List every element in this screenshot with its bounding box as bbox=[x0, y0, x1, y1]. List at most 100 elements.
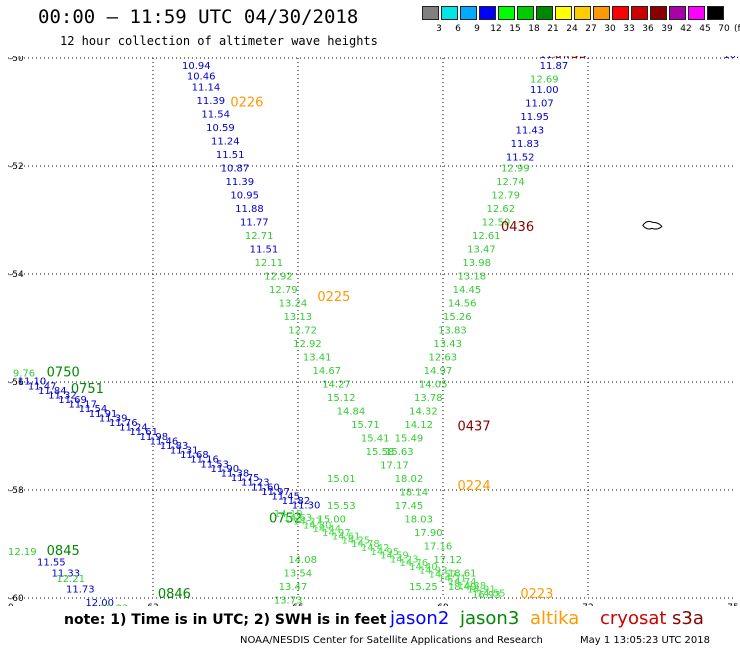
scale-swatch bbox=[688, 6, 705, 20]
wave-value: 12.69 bbox=[530, 74, 559, 85]
pass-time-label: 0436 bbox=[501, 220, 534, 235]
wave-value-track: 11.54 bbox=[79, 404, 108, 415]
wave-value-track: 11.83 bbox=[160, 441, 189, 452]
wave-value: 18.02 bbox=[395, 474, 424, 485]
wave-value: 11.52 bbox=[506, 153, 535, 164]
wave-value: 14.12 bbox=[404, 420, 433, 431]
wave-value: 17.12 bbox=[433, 555, 462, 566]
wave-value-track: 11.69 bbox=[58, 395, 87, 406]
wave-value: 11.43 bbox=[516, 126, 545, 137]
wave-value: 11.97 bbox=[540, 56, 569, 61]
pass-time-label: 0223 bbox=[520, 587, 553, 602]
wave-value-track: 14.55 bbox=[477, 588, 506, 599]
wave-value: 15.63 bbox=[385, 447, 414, 458]
wave-value: 13.41 bbox=[303, 352, 332, 363]
wave-value: 10. bbox=[723, 56, 738, 61]
wave-value-track: 14.23 bbox=[390, 554, 419, 565]
wave-value-track: 11.98 bbox=[139, 432, 168, 443]
wave-value: 13.83 bbox=[438, 325, 467, 336]
wave-value-track: 14.91 bbox=[467, 585, 496, 596]
wave-value: 13.13 bbox=[284, 312, 313, 323]
lat-tick-label: -50 bbox=[9, 56, 24, 64]
wave-value: 12.99 bbox=[501, 163, 530, 174]
wave-value: 12.61 bbox=[472, 231, 501, 242]
scale-label: 6 bbox=[455, 24, 461, 34]
wave-value: 13.73 bbox=[274, 595, 303, 606]
wave-value-track: 14.74 bbox=[448, 577, 477, 588]
scale-label: 30 bbox=[604, 24, 616, 34]
wave-value: 12.92 bbox=[293, 339, 322, 350]
wave-value: 15.26 bbox=[443, 312, 472, 323]
wave-value: 18.49 bbox=[448, 582, 477, 593]
wave-value-track: 11.61 bbox=[129, 427, 158, 438]
wave-value: 14.05 bbox=[419, 379, 448, 390]
wave-value-track: 11.38 bbox=[221, 469, 250, 480]
wave-value: 11.73 bbox=[66, 585, 95, 596]
pass-time-label: 0226 bbox=[230, 96, 263, 111]
pass-time-label: 0435 bbox=[554, 56, 587, 62]
wave-value-track: 14.76 bbox=[400, 558, 429, 569]
wave-value-track: 14.25 bbox=[342, 535, 371, 546]
scale-swatch bbox=[631, 6, 648, 20]
scale-label: 21 bbox=[547, 24, 559, 34]
scale-label: 33 bbox=[623, 24, 635, 34]
wave-value-track: 11.17 bbox=[68, 400, 97, 411]
wave-value-track: 11.84 bbox=[38, 386, 67, 397]
wave-value: 15.25 bbox=[409, 582, 438, 593]
wave-value: 15.00 bbox=[317, 514, 346, 525]
wave-value: 15.49 bbox=[395, 433, 424, 444]
wave-value: 12.19 bbox=[8, 547, 37, 558]
wave-value: 15.71 bbox=[351, 420, 380, 431]
wave-value: 12.21 bbox=[56, 574, 85, 585]
scale-label: 12 bbox=[490, 24, 502, 34]
pass-time-label: 0225 bbox=[317, 290, 350, 305]
legend-item-jason3: jason3 bbox=[460, 608, 520, 629]
wave-value: 14.27 bbox=[322, 379, 351, 390]
wave-value: 15.41 bbox=[361, 433, 390, 444]
wave-value: 14.97 bbox=[424, 366, 453, 377]
pass-time-label: 0750 bbox=[47, 366, 80, 381]
wave-value: 18.03 bbox=[404, 514, 433, 525]
wave-value: 11.14 bbox=[192, 82, 221, 93]
wave-value: 17.45 bbox=[395, 501, 424, 512]
page-title: 00:00 — 11:59 UTC 04/30/2018 bbox=[38, 6, 359, 28]
wave-value: 17.90 bbox=[414, 528, 443, 539]
legend-item-altika: altika bbox=[530, 608, 580, 629]
wave-value-track: 14.40 bbox=[409, 562, 438, 573]
wave-value: 11.88 bbox=[235, 204, 264, 215]
wave-value: 17.17 bbox=[380, 460, 409, 471]
wave-value-track: 11.47 bbox=[28, 381, 57, 392]
lat-tick-label: -60 bbox=[9, 594, 24, 604]
wave-value-track: 11.53 bbox=[200, 459, 229, 470]
wave-value: 11.51 bbox=[250, 244, 279, 255]
wave-value: 12.63 bbox=[429, 352, 458, 363]
wave-value: 11.39 bbox=[197, 96, 226, 107]
wave-value: 11.07 bbox=[525, 99, 554, 110]
legend-item-jason2: jason2 bbox=[390, 608, 450, 629]
lon-tick-label: 72 bbox=[582, 603, 593, 606]
wave-value-track: 14.63 bbox=[284, 513, 313, 524]
scale-unit: (ft) bbox=[734, 24, 740, 34]
wave-value: 15.53 bbox=[327, 501, 356, 512]
wave-value: 18.14 bbox=[400, 487, 429, 498]
wave-value: 16.93 bbox=[472, 590, 501, 601]
wave-value: 13.47 bbox=[467, 244, 496, 255]
wave-value-track: 14.95 bbox=[371, 547, 400, 558]
wave-value: 11.83 bbox=[511, 139, 540, 150]
wave-value: 12.00 bbox=[85, 598, 114, 606]
scale-label: 36 bbox=[642, 24, 654, 34]
lat-tick-label: -52 bbox=[9, 162, 24, 172]
wave-value: 14.32 bbox=[409, 406, 438, 417]
wave-value-track: 14.44 bbox=[313, 524, 342, 535]
scale-swatch bbox=[441, 6, 458, 20]
pass-time-label: 0437 bbox=[458, 420, 491, 435]
wave-value: 11.00 bbox=[530, 85, 559, 96]
scale-label: 3 bbox=[436, 24, 442, 34]
wave-value: 12.62 bbox=[487, 204, 516, 215]
wave-value-track: 11.46 bbox=[150, 436, 179, 447]
wave-value-track: 11.97 bbox=[261, 487, 290, 498]
wave-value-track: 11.31 bbox=[170, 446, 199, 457]
scale-swatch bbox=[422, 6, 439, 20]
wave-value: 11.24 bbox=[211, 136, 240, 147]
